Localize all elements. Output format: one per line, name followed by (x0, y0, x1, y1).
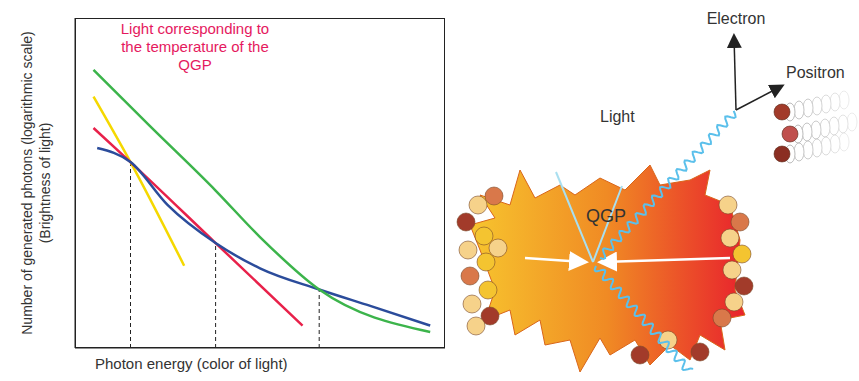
html-text:Photon energy (color of light): Photon energy (color of light) (95, 355, 288, 372)
html-text:Number of generated photons (l: Number of generated photons (logarithmic… (19, 31, 53, 335)
html-text:Light corresponding to the tem: Light corresponding to the temperature o… (120, 20, 270, 73)
svg-text:Electron: Electron (707, 10, 766, 27)
svg-text:QGP: QGP (586, 206, 626, 226)
svg-text:Positron: Positron (786, 64, 845, 81)
svg-text:Light: Light (600, 108, 635, 125)
